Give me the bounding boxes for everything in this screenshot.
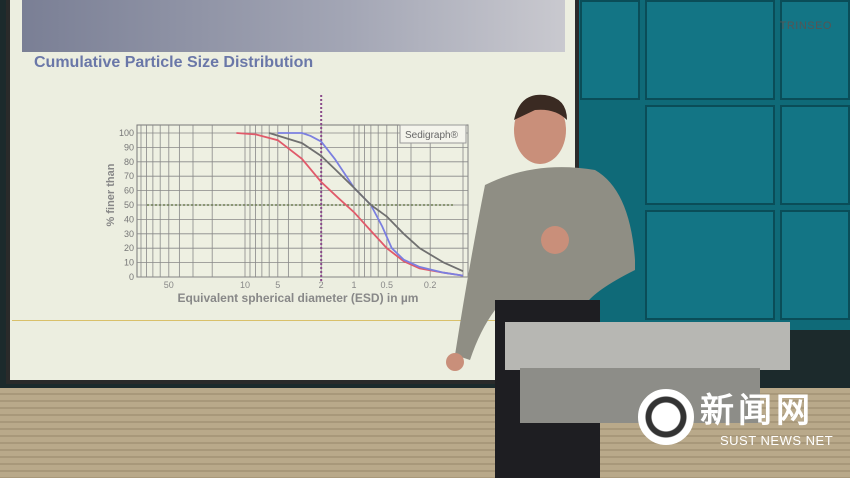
y-tick-label: 70 — [124, 171, 134, 181]
x-tick-label: 50 — [164, 280, 174, 290]
y-tick-label: 50 — [124, 200, 134, 210]
x-tick-label: 1 — [351, 280, 356, 290]
sust-news-watermark: 新闻网 SUST NEWS NET — [638, 383, 843, 453]
series-line-2 — [268, 132, 464, 273]
y-tick-label: 40 — [124, 214, 134, 224]
slide-divider — [12, 320, 562, 321]
watermark-english: SUST NEWS NET — [720, 433, 834, 448]
y-tick-label: 30 — [124, 229, 134, 239]
legend-box — [399, 124, 467, 144]
y-tick-label: 80 — [124, 157, 134, 167]
x-tick-label: 2 — [319, 280, 324, 290]
teal-wall — [575, 0, 850, 330]
x-tick-label: 0.2 — [424, 280, 437, 290]
x-tick-label: 5 — [275, 280, 280, 290]
y-tick-label: 60 — [124, 186, 134, 196]
y-tick-label: 10 — [124, 258, 134, 268]
trinseo-logo: TRINSEO — [779, 20, 832, 32]
slide-banner — [22, 0, 565, 52]
y-tick-label: 90 — [124, 142, 134, 152]
y-tick-label: 0 — [129, 272, 134, 282]
slide-title: Cumulative Particle Size Distribution — [34, 54, 314, 71]
y-tick-label: 100 — [119, 128, 134, 138]
x-tick-label: 0.5 — [381, 280, 394, 290]
series-line-0 — [236, 132, 464, 277]
legend-label: Sedigraph® — [405, 130, 459, 141]
podium-top — [505, 322, 790, 370]
plot-area — [136, 124, 469, 278]
y-tick-label: 20 — [124, 243, 134, 253]
watermark-chinese: 新闻网 — [700, 391, 814, 431]
university-seal-icon — [638, 389, 694, 445]
y-axis-label: % finer than — [105, 163, 117, 226]
x-tick-label: 10 — [240, 280, 250, 290]
x-axis-label: Equivalent spherical diameter (ESD) in µ… — [178, 291, 419, 305]
